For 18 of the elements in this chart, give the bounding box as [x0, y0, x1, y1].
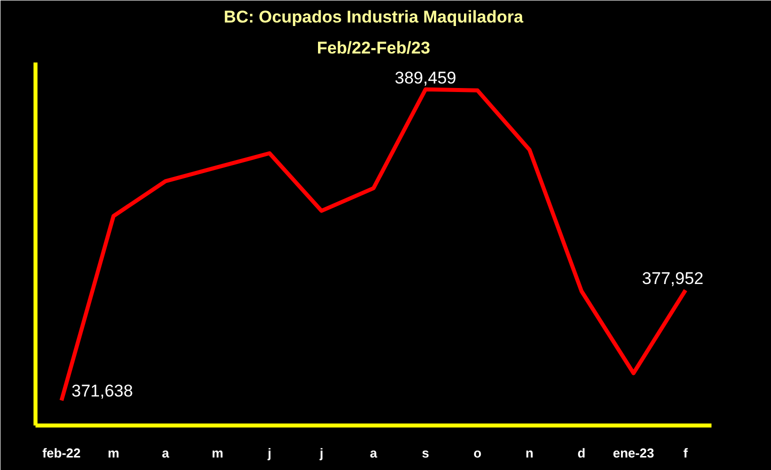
x-tick-label: s	[422, 446, 430, 460]
x-tick-label: o	[474, 446, 482, 460]
x-tick-label: d	[578, 446, 586, 460]
x-tick-label: m	[108, 446, 120, 460]
x-tick-label: n	[526, 446, 534, 460]
x-tick-label: a	[370, 446, 378, 460]
x-tick-label: ene-23	[612, 446, 654, 460]
data-label: 389,459	[394, 68, 456, 88]
chart-subtitle: Feb/22-Feb/23	[316, 38, 430, 58]
data-label: 377,952	[642, 269, 704, 288]
x-tick-label: j	[266, 446, 272, 460]
x-tick-label: a	[162, 446, 170, 460]
x-tick-label: m	[212, 446, 224, 460]
x-tick-label: feb-22	[42, 446, 81, 460]
x-tick-label: f	[683, 446, 688, 460]
data-label: 371,638	[72, 381, 133, 400]
chart-title: BC: Ocupados Industria Maquiladora	[224, 8, 524, 26]
x-tick-label: j	[318, 446, 324, 460]
